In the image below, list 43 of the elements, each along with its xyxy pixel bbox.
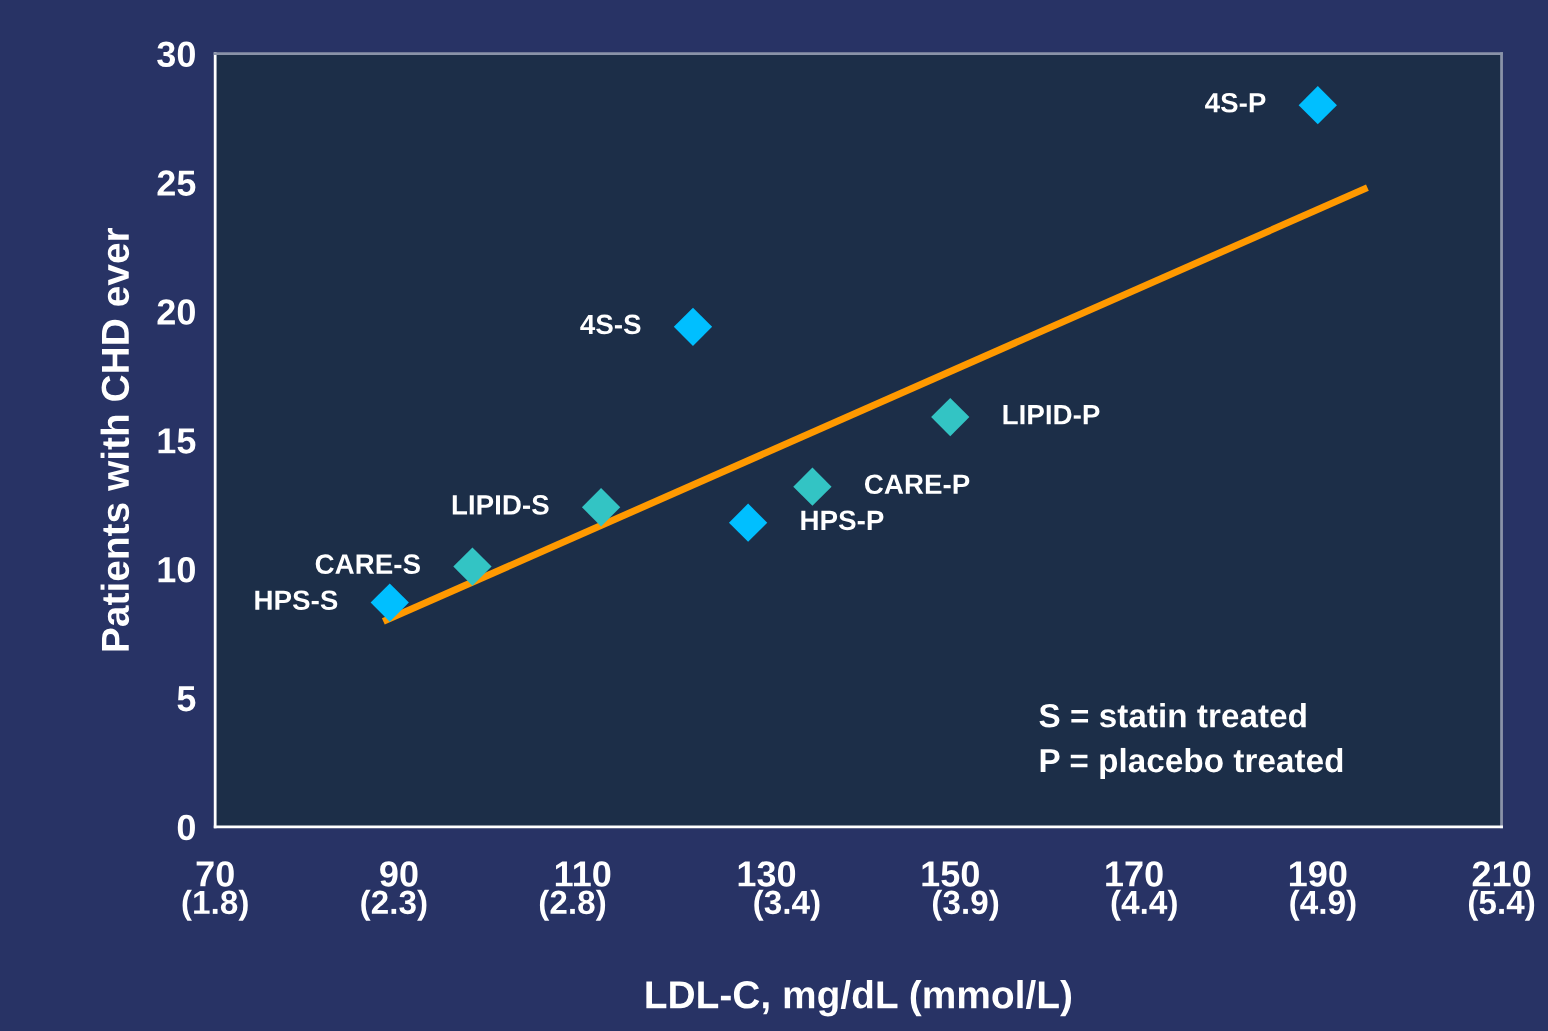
x2-tick-label: (5.4): [1468, 889, 1535, 921]
annotation: 4S-S: [580, 314, 641, 335]
point: [673, 307, 713, 346]
point: [793, 467, 832, 506]
annotation: CARE-S: [315, 554, 420, 574]
y-tick-label: 20: [157, 299, 195, 325]
annotation: LIPID-S: [452, 495, 549, 515]
point: [1298, 86, 1337, 125]
x2-tick-label: (1.8): [182, 889, 248, 921]
point: [931, 397, 970, 437]
x2-tick-label: (3.9): [932, 889, 999, 921]
annotation: CARE-P: [864, 474, 970, 495]
y-tick-label: 10: [158, 556, 195, 583]
point: [728, 503, 768, 542]
x-tick-label: 110: [555, 861, 611, 887]
x-tick-label: 90: [380, 861, 418, 887]
y-axis-title: Patients with CHD ever: [100, 227, 130, 651]
y-tick-label: 5: [177, 686, 196, 712]
x2-tick-label: (3.4): [754, 889, 820, 921]
annotation: LIPID-P: [1003, 405, 1100, 425]
x2-tick-label: (2.3): [361, 889, 427, 921]
annotation: HPS-S: [255, 590, 338, 611]
y-tick-label: 25: [157, 170, 196, 196]
x-tick-label: 210: [1472, 861, 1531, 887]
point: [581, 488, 621, 527]
x-tick-label: 170: [1106, 861, 1163, 887]
annotation: HPS-P: [801, 510, 884, 531]
y-tick-label: 30: [157, 41, 195, 68]
x2-tick-label: (4.4): [1111, 889, 1177, 921]
y-tick-label: 0: [177, 814, 195, 841]
x2-tick-label: (2.8): [539, 889, 606, 921]
annotation: S = statin treated: [1039, 703, 1306, 728]
y-tick-label: 15: [158, 428, 196, 454]
x2-tick-label: (4.9): [1290, 889, 1356, 921]
x-tick-label: 130: [738, 861, 796, 887]
point: [370, 583, 409, 622]
annotation: 4S-P: [1205, 92, 1266, 113]
point: [453, 547, 492, 586]
x-tick-label: 70: [196, 861, 234, 887]
x-axis-title: LDL-C, mg/dL (mmol/L): [646, 979, 1072, 1017]
x-tick-label: 190: [1289, 861, 1347, 887]
annotation: P = placebo treated: [1040, 747, 1343, 779]
x-tick-label: 150: [922, 861, 979, 887]
